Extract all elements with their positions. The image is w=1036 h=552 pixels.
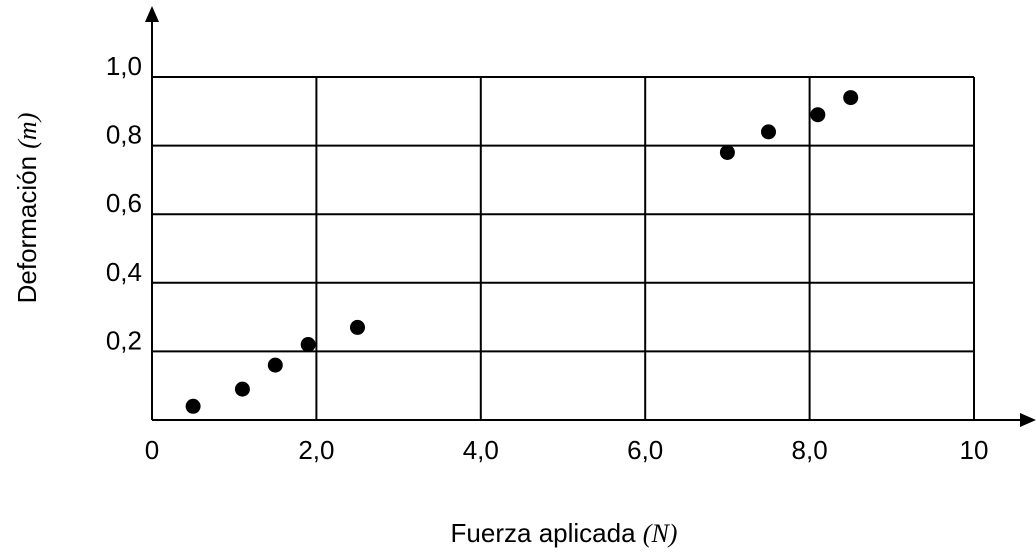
x-tick-label: 0	[145, 435, 159, 465]
data-point	[843, 90, 859, 106]
x-axis-unit: (N)	[643, 519, 678, 548]
data-point	[719, 144, 735, 160]
data-point	[761, 124, 776, 140]
data-point	[810, 107, 826, 123]
y-tick-label: 0,6	[106, 188, 142, 218]
x-tick-label: 2,0	[298, 435, 334, 465]
grid	[152, 76, 975, 420]
data-point	[234, 381, 250, 397]
x-tick-label: 10	[960, 435, 989, 465]
y-axis-arrow	[145, 6, 159, 22]
y-tick-label: 0,4	[106, 257, 142, 287]
x-tick-label: 4,0	[463, 435, 499, 465]
x-axis-label: Fuerza aplicada (N)	[451, 518, 678, 548]
y-axis-label: Deformación (m)	[12, 113, 42, 304]
y-tick-label: 0,2	[106, 325, 142, 355]
data-point	[185, 398, 201, 414]
y-tick-labels: 0,2 0,4 0,6 0,8 1,0	[106, 51, 142, 355]
x-tick-label: 6,0	[627, 435, 663, 465]
x-tick-label: 8,0	[792, 435, 828, 465]
x-tick-labels: 0 2,0 4,0 6,0 8,0 10	[145, 435, 989, 465]
x-axis-arrow	[1020, 413, 1036, 427]
data-point	[300, 337, 316, 353]
y-tick-label: 0,8	[106, 120, 142, 150]
axes	[145, 6, 1036, 427]
data-points	[185, 90, 859, 414]
data-point	[267, 357, 283, 373]
y-axis-unit: (m)	[13, 113, 42, 149]
y-tick-label: 1,0	[106, 51, 142, 81]
data-point	[350, 319, 365, 335]
